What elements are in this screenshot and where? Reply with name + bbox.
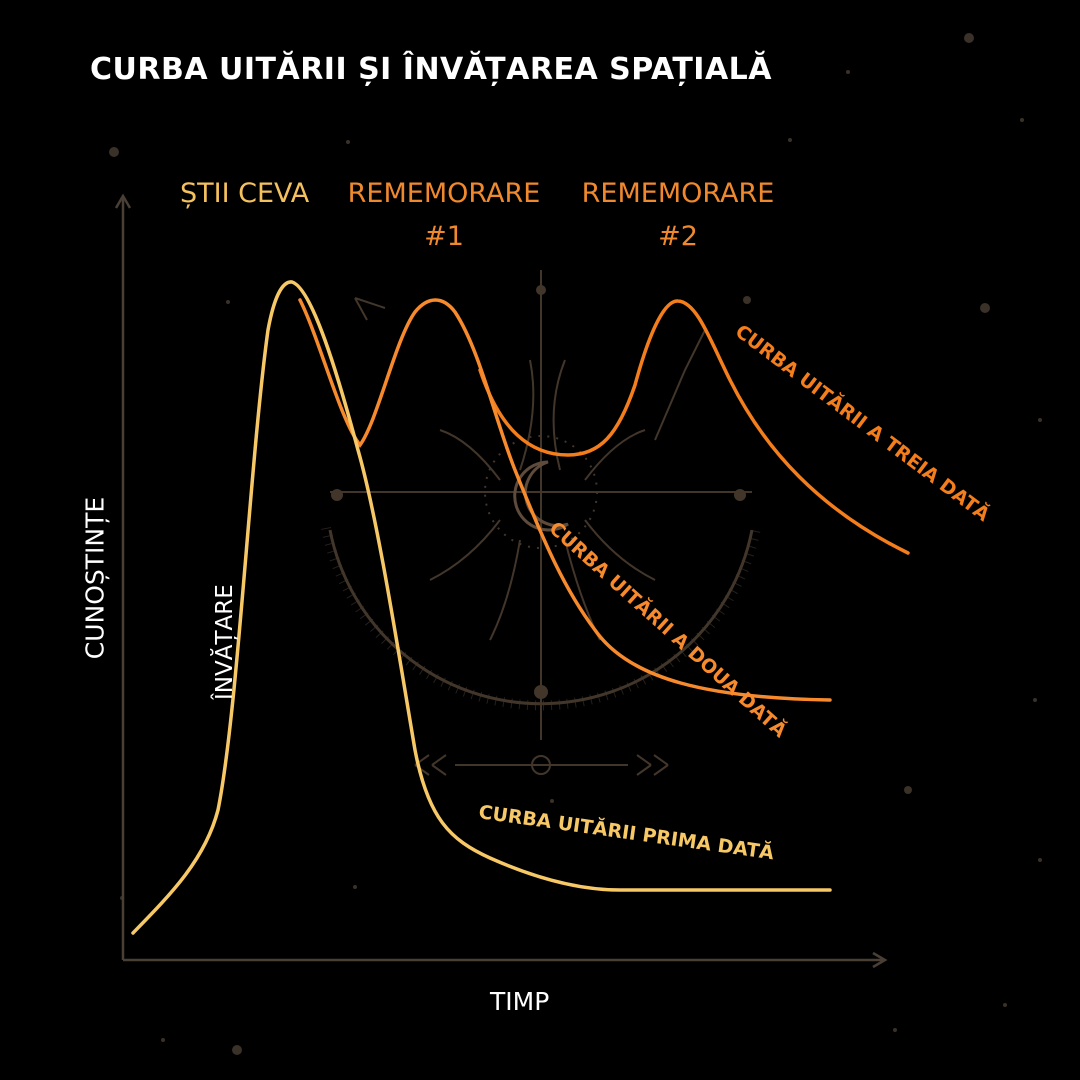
star-field [109,33,1042,1055]
x-axis-label: TIMP [490,987,550,1016]
peak-label-recall-2-text: REMEMORARE [581,178,775,209]
sun-moon-ornament [321,270,761,776]
y-axis-arrowhead [114,193,132,209]
curve-lines [131,280,910,935]
page-title: CURBA UITĂRII ȘI ÎNVĂȚAREA SPAȚIALĂ [90,52,773,87]
learning-and-first-forgetting-curve [131,280,832,935]
peak-label-recall-1: REMEMORARE #1 [337,172,551,258]
peak-label-recall-1-text: REMEMORARE [347,178,541,209]
second-forgetting-curve [298,298,832,702]
second-forgetting-label: CURBA UITĂRII A DOUA DATĂ [545,516,793,742]
learning-label: ÎNVĂȚARE [210,584,238,701]
x-axis-arrowhead [872,951,888,969]
y-axis-label: CUNOȘTINȚE [80,496,110,660]
third-forgetting-curve [478,299,910,555]
first-forgetting-label: CURBA UITĂRII PRIMA DATĂ [477,799,776,864]
third-forgetting-label: CURBA UITĂRII A TREIA DATĂ [731,319,995,526]
peak-label-know: ȘTII CEVA [180,178,310,209]
peak-label-recall-1-number: #1 [424,221,464,252]
peak-label-recall-2: REMEMORARE #2 [571,172,785,258]
peak-label-recall-2-number: #2 [658,221,698,252]
chart-axes [114,193,888,969]
